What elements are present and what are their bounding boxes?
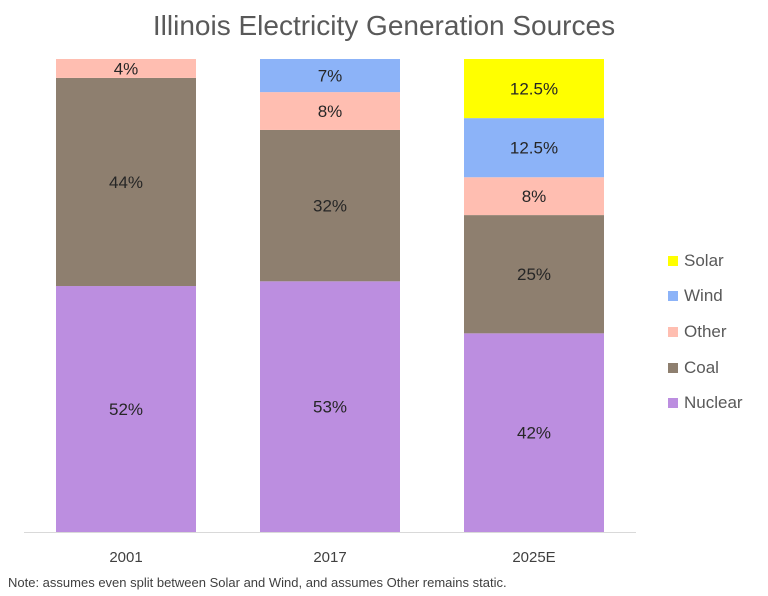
bar-coal-2001 xyxy=(56,77,196,287)
data-label-coal-2025e: 25% xyxy=(517,265,551,284)
chart-title: Illinois Electricity Generation Sources xyxy=(152,10,616,41)
legend-label-wind: Wind xyxy=(684,286,723,306)
data-label-wind-2025e: 12.5% xyxy=(510,139,558,158)
legend-label-solar: Solar xyxy=(684,250,724,270)
legend-swatch-nuclear xyxy=(668,398,678,409)
legend-item-coal: Coal xyxy=(668,350,743,386)
data-label-coal-2017: 32% xyxy=(313,197,347,216)
bar-other-2025e xyxy=(464,177,604,216)
bar-nuclear-2025e xyxy=(464,333,604,532)
bar-solar-2025e xyxy=(464,59,604,119)
legend-swatch-solar xyxy=(668,255,678,266)
bar-nuclear-2001 xyxy=(56,286,196,532)
bar-coal-2017 xyxy=(260,129,400,282)
bar-coal-2025e xyxy=(464,215,604,334)
x-tick-label-2001: 2001 xyxy=(109,549,142,566)
legend-swatch-other xyxy=(668,326,678,337)
data-label-nuclear-2017: 53% xyxy=(313,398,347,417)
stacked-bar-chart: 52% 44% 4% 2001 53% 32% 8% 7% 2017 42% 25% 8% 12.5% 1… xyxy=(24,59,636,566)
legend-label-coal: Coal xyxy=(684,357,719,377)
x-tick-label-2025e: 2025E xyxy=(512,549,555,566)
data-label-nuclear-2025e: 42% xyxy=(517,424,551,443)
legend-item-nuclear: Nuclear xyxy=(668,385,743,421)
data-label-other-2001: 4% xyxy=(114,59,139,78)
data-label-coal-2001: 44% xyxy=(109,173,143,192)
data-label-other-2025e: 8% xyxy=(522,187,547,206)
legend-item-solar: Solar xyxy=(668,243,743,279)
data-label-other-2017: 8% xyxy=(318,102,343,121)
chart-note: Note: assumes even split between Solar a… xyxy=(8,575,507,590)
data-label-nuclear-2001: 52% xyxy=(109,400,143,419)
legend-label-other: Other xyxy=(684,321,727,341)
legend-label-nuclear: Nuclear xyxy=(684,393,743,413)
bar-nuclear-2017 xyxy=(260,281,400,532)
legend-swatch-wind xyxy=(668,291,678,302)
legend-swatch-coal xyxy=(668,362,678,373)
x-tick-label-2017: 2017 xyxy=(313,549,346,566)
chart-legend: Solar Wind Other Coal Nuclear xyxy=(668,243,743,421)
legend-item-wind: Wind xyxy=(668,279,743,315)
data-label-wind-2017: 7% xyxy=(318,67,343,86)
bar-other-2017 xyxy=(260,92,400,130)
bar-wind-2025e xyxy=(464,118,604,178)
data-label-solar-2025e: 12.5% xyxy=(510,80,558,99)
bar-wind-2017 xyxy=(260,59,400,93)
bar-other-2001 xyxy=(56,59,196,78)
legend-item-other: Other xyxy=(668,314,743,350)
